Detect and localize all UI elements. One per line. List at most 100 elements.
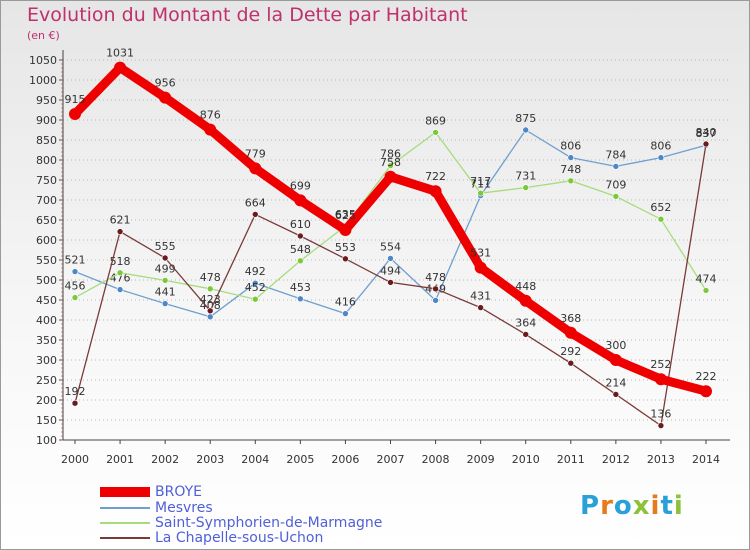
data-point-la-chapelle-sous-uchon xyxy=(387,279,394,286)
x-tick-label: 2011 xyxy=(557,453,585,466)
chart-title: Evolution du Montant de la Dette par Hab… xyxy=(27,4,468,26)
data-label-mesvres: 476 xyxy=(110,272,131,285)
y-tick-label: 700 xyxy=(36,194,57,207)
data-point-saint-symphorien-de-marmagne xyxy=(702,287,710,294)
data-point-la-chapelle-sous-uchon xyxy=(702,140,710,148)
data-point-mesvres xyxy=(206,313,214,321)
data-label-broye: 222 xyxy=(696,370,717,383)
y-tick-label: 750 xyxy=(36,174,57,187)
legend-label: Mesvres xyxy=(155,500,213,516)
data-label-broye: 625 xyxy=(335,209,356,222)
data-point-la-chapelle-sous-uchon xyxy=(657,422,665,429)
data-point-la-chapelle-sous-uchon xyxy=(567,359,575,367)
y-tick-label: 400 xyxy=(36,314,57,327)
logo-letter: i xyxy=(673,491,684,521)
data-point-mesvres xyxy=(567,154,575,161)
line-chart: 100 150 200 250 300 350 400 450 500 550 600 650 700 7… xyxy=(29,47,730,466)
data-label-saint-symphorien-de-marmagne: 717 xyxy=(470,175,491,188)
data-point-la-chapelle-sous-uchon xyxy=(342,255,349,263)
logo-letter: t xyxy=(660,491,674,521)
data-label-la-chapelle-sous-uchon: 192 xyxy=(65,385,86,398)
legend-swatch xyxy=(100,487,150,497)
data-label-la-chapelle-sous-uchon: 621 xyxy=(110,214,131,227)
data-label-broye: 300 xyxy=(605,339,626,352)
data-point-broye xyxy=(474,261,487,274)
data-point-broye xyxy=(69,108,81,120)
data-point-broye xyxy=(564,326,577,339)
data-label-la-chapelle-sous-uchon: 555 xyxy=(155,240,176,253)
data-point-mesvres xyxy=(387,255,394,262)
data-label-saint-symphorien-de-marmagne: 478 xyxy=(200,271,221,284)
data-label-saint-symphorien-de-marmagne: 869 xyxy=(425,114,446,127)
data-label-mesvres: 521 xyxy=(65,254,86,267)
data-label-saint-symphorien-de-marmagne: 518 xyxy=(110,255,131,268)
x-tick-label: 2004 xyxy=(241,453,269,466)
data-label-broye: 448 xyxy=(515,280,536,293)
data-label-la-chapelle-sous-uchon: 478 xyxy=(425,271,446,284)
data-point-mesvres xyxy=(522,126,530,134)
legend-item: BROYE xyxy=(100,485,202,499)
data-label-la-chapelle-sous-uchon: 364 xyxy=(515,316,536,329)
x-tick-label: 2010 xyxy=(512,453,540,466)
y-tick-label: 550 xyxy=(36,254,57,267)
legend-swatch xyxy=(100,522,150,524)
data-label-broye: 956 xyxy=(155,77,176,90)
data-point-saint-symphorien-de-marmagne xyxy=(116,269,124,277)
logo-letter: i xyxy=(650,491,661,521)
data-label-la-chapelle-sous-uchon: 431 xyxy=(470,290,491,303)
data-label-saint-symphorien-de-marmagne: 456 xyxy=(65,280,86,293)
data-point-saint-symphorien-de-marmagne xyxy=(522,184,530,191)
y-tick-label: 100 xyxy=(36,434,57,447)
data-point-broye xyxy=(159,91,172,104)
legend-item: La Chapelle-sous-Uchon xyxy=(100,531,323,545)
data-point-saint-symphorien-de-marmagne xyxy=(71,294,79,301)
data-label-la-chapelle-sous-uchon: 214 xyxy=(605,376,626,389)
data-label-mesvres: 784 xyxy=(605,148,626,161)
data-label-mesvres: 806 xyxy=(560,140,581,153)
data-point-broye xyxy=(384,170,397,183)
data-point-mesvres xyxy=(161,300,169,307)
data-point-saint-symphorien-de-marmagne xyxy=(567,177,575,185)
data-label-saint-symphorien-de-marmagne: 452 xyxy=(245,281,266,294)
data-point-broye xyxy=(339,224,352,236)
y-tick-label: 1050 xyxy=(29,54,57,67)
data-label-la-chapelle-sous-uchon: 494 xyxy=(380,264,401,277)
data-point-la-chapelle-sous-uchon xyxy=(206,307,214,315)
legend-swatch xyxy=(100,507,150,509)
data-label-saint-symphorien-de-marmagne: 548 xyxy=(290,243,311,256)
data-label-mesvres: 416 xyxy=(335,296,356,309)
data-label-saint-symphorien-de-marmagne: 786 xyxy=(380,148,401,161)
data-point-mesvres xyxy=(116,286,124,293)
data-point-broye xyxy=(654,373,667,386)
x-tick-label: 2014 xyxy=(692,453,720,466)
data-point-mesvres xyxy=(657,154,665,161)
data-point-mesvres xyxy=(251,279,259,287)
x-tick-label: 2000 xyxy=(61,453,89,466)
data-point-la-chapelle-sous-uchon xyxy=(297,232,304,240)
logo-letter: o xyxy=(613,491,633,521)
data-point-la-chapelle-sous-uchon xyxy=(161,254,169,262)
data-point-saint-symphorien-de-marmagne xyxy=(477,189,484,197)
data-point-saint-symphorien-de-marmagne xyxy=(297,257,304,265)
x-tick-label: 2013 xyxy=(647,453,675,466)
data-point-broye xyxy=(114,61,127,74)
data-label-saint-symphorien-de-marmagne: 748 xyxy=(560,163,581,176)
x-tick-label: 2009 xyxy=(467,453,495,466)
data-label-mesvres: 453 xyxy=(290,281,311,294)
x-tick-label: 2007 xyxy=(377,453,405,466)
x-tick-label: 2003 xyxy=(196,453,224,466)
data-point-broye xyxy=(249,162,262,175)
legend-label: BROYE xyxy=(155,484,202,500)
data-point-saint-symphorien-de-marmagne xyxy=(251,295,259,303)
data-label-saint-symphorien-de-marmagne: 731 xyxy=(515,170,536,183)
y-tick-label: 900 xyxy=(36,114,57,127)
y-tick-label: 1000 xyxy=(29,74,57,87)
y-tick-label: 150 xyxy=(36,414,57,427)
y-tick-label: 500 xyxy=(36,274,57,287)
data-label-broye: 779 xyxy=(245,147,266,160)
data-point-saint-symphorien-de-marmagne xyxy=(612,193,620,200)
data-label-broye: 368 xyxy=(560,312,581,325)
y-tick-label: 250 xyxy=(36,374,57,387)
legend-label: Saint-Symphorien-de-Marmagne xyxy=(155,515,383,531)
data-point-mesvres xyxy=(297,295,304,303)
